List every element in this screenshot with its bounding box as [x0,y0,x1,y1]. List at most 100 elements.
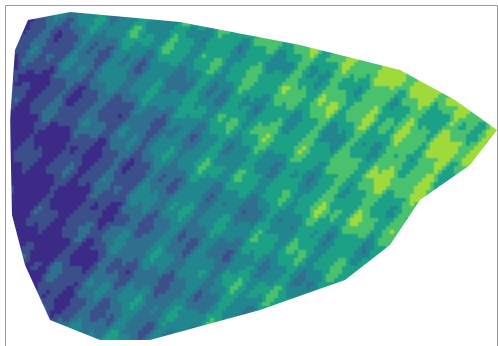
contour-cell [334,154,339,159]
contour-cell [110,86,115,91]
contour-cell [38,50,43,55]
contour-cell [170,26,175,31]
contour-cell [394,166,399,171]
contour-cell [202,158,207,163]
contour-cell [206,126,211,131]
contour-cell [174,26,179,31]
contour-cell [174,166,179,171]
contour-cell [426,114,431,119]
contour-cell [198,74,203,79]
contour-cell [382,58,387,63]
contour-cell [342,58,347,63]
contour-cell [310,58,315,63]
contour-cell [50,46,55,51]
contour-cell [346,98,351,103]
contour-cell [118,142,123,147]
contour-cell [410,42,415,47]
contour-cell [338,150,343,155]
contour-cell [222,78,227,83]
contour-cell [406,110,411,115]
contour-cell [34,130,39,135]
contour-cell [350,122,355,127]
contour-cell [86,86,91,91]
contour-cell [38,12,43,15]
contour-cell [110,70,115,75]
contour-cell [234,58,239,63]
contour-cell [366,86,371,91]
contour-cell [66,46,71,51]
contour-cell [458,122,463,127]
contour-cell [190,38,195,43]
contour-cell [466,110,471,115]
contour-cell [230,30,235,35]
contour-cell [242,106,247,111]
contour-cell [262,86,267,91]
contour-cell [38,54,43,59]
contour-cell [34,74,39,79]
contour-cell [190,170,195,175]
contour-cell [402,166,407,171]
contour-cell [102,106,107,111]
contour-cell [250,106,255,111]
contour-cell [114,30,119,35]
contour-cell [230,90,235,95]
contour-cell [234,130,239,135]
contour-cell [186,166,191,171]
contour-cell [106,78,111,83]
contour-cell [86,82,91,87]
contour-cell [238,170,243,175]
contour-cell [126,134,131,139]
contour-cell [306,54,311,59]
contour-cell [354,114,359,119]
contour-cell [54,82,59,87]
contour-cell [338,146,343,151]
contour-cell [178,102,183,107]
contour-cell [166,70,171,75]
contour-cell [378,38,383,43]
contour-cell [82,166,87,171]
contour-cell [282,30,287,35]
contour-cell [218,134,223,139]
contour-cell [402,90,407,95]
contour-cell [354,154,359,159]
contour-cell [158,98,163,103]
contour-cell [414,22,419,27]
contour-cell [342,134,347,139]
contour-cell [90,26,95,31]
contour-cell [66,78,71,83]
contour-cell [394,86,399,91]
contour-cell [362,50,367,55]
contour-cell [366,30,371,35]
contour-cell [42,106,47,111]
contour-cell [50,78,55,83]
contour-cell [454,162,459,167]
contour-cell [22,12,27,15]
contour-cell [270,114,275,119]
contour-cell [102,110,107,115]
contour-cell [194,138,199,143]
contour-cell [450,18,455,23]
contour-cell [398,34,403,39]
contour-cell [130,74,135,79]
contour-cell [226,30,231,35]
contour-cell [350,78,355,83]
contour-cell [418,22,423,27]
contour-cell [270,122,275,127]
contour-cell [62,130,67,135]
contour-cell [26,118,31,123]
contour-cell [362,66,367,71]
contour-cell [254,58,259,63]
contour-cell [130,86,135,91]
contour-cell [246,58,251,63]
contour-cell [170,134,175,139]
contour-cell [322,54,327,59]
contour-cell [154,46,159,51]
contour-cell [302,70,307,75]
contour-cell [342,166,347,171]
contour-cell [122,86,127,91]
contour-cell [134,26,139,31]
contour-cell [446,26,451,31]
contour-cell [218,22,223,27]
contour-cell [474,114,479,119]
contour-cell [42,162,47,167]
